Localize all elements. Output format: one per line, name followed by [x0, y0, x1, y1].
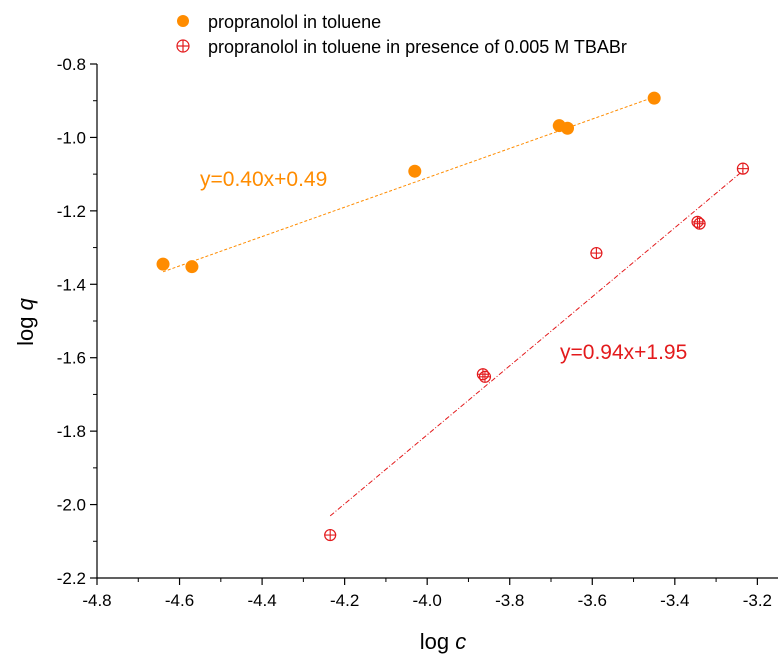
- x-tick-label: -4.6: [165, 591, 194, 610]
- y-tick-label: -1.0: [57, 128, 86, 147]
- data-point-series-1: [156, 257, 170, 271]
- equation-series-1: y=0.40x+0.49: [200, 168, 327, 191]
- y-tick-label: -1.4: [57, 275, 86, 294]
- equation-series-2: y=0.94x+1.95: [560, 341, 687, 364]
- y-axis-title-main: log: [13, 310, 38, 345]
- y-tick-label: -1.2: [57, 202, 86, 221]
- x-tick-label: -4.8: [82, 591, 111, 610]
- data-point-series-2: [324, 528, 337, 542]
- y-tick-label: -1.8: [57, 422, 86, 441]
- x-tick-label: -3.2: [743, 591, 772, 610]
- data-point-series-2: [693, 217, 706, 230]
- legend: propranolol in toluene propranolol in to…: [176, 12, 627, 57]
- data-point-series-2: [736, 162, 750, 175]
- x-tick-label: -3.6: [578, 591, 607, 610]
- x-ticks: -4.8 -4.6 -4.4 -4.2 -4.0 -3.8 -3.6 -3.4 -3.2: [82, 578, 772, 610]
- y-tick-label: -0.8: [57, 55, 86, 74]
- x-tick-label: -4.2: [330, 591, 359, 610]
- data-point-series-1: [647, 91, 661, 105]
- x-axis-title: log c: [420, 629, 466, 654]
- data-point-series-2: [476, 368, 489, 381]
- legend-marker-series-2: [176, 39, 190, 53]
- data-point-series-1: [408, 164, 422, 178]
- x-tick-label: -4.4: [247, 591, 276, 610]
- data-point-series-2: [478, 370, 492, 383]
- data-point-series-1: [185, 260, 199, 274]
- axes: [96, 64, 778, 579]
- y-tick-label: -2.0: [57, 496, 86, 515]
- y-axis-title: log q: [13, 297, 38, 345]
- x-tick-label: -4.0: [413, 591, 442, 610]
- y-tick-label: -1.6: [57, 349, 86, 368]
- x-axis-title-var: c: [455, 629, 466, 654]
- data-points: [156, 91, 750, 542]
- data-point-series-2: [590, 246, 603, 260]
- legend-marker-series-1: [177, 15, 189, 27]
- y-ticks: -2.2 -2.0 -1.8 -1.6 -1.4 -1.2 -1.0 -0.8: [57, 55, 97, 588]
- x-axis-title-main: log: [420, 629, 455, 654]
- x-tick-label: -3.8: [495, 591, 524, 610]
- legend-label-series-2: propranolol in toluene in presence of 0.…: [208, 37, 627, 57]
- y-tick-label: -2.2: [57, 569, 86, 588]
- legend-label-series-1: propranolol in toluene: [208, 12, 381, 32]
- y-axis-title-var: q: [13, 297, 38, 310]
- x-tick-label: -3.4: [660, 591, 689, 610]
- fit-line-series-1: [162, 96, 655, 273]
- data-point-series-1: [561, 121, 575, 135]
